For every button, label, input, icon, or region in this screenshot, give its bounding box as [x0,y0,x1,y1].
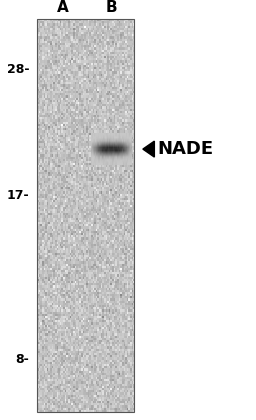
Text: B: B [105,0,117,15]
Text: A: A [57,0,68,15]
Text: 17-: 17- [7,189,29,202]
Bar [37,19,134,412]
Text: 28-: 28- [7,63,29,76]
Text: 8-: 8- [16,353,29,365]
Text: NADE: NADE [157,140,214,158]
Polygon shape [143,141,154,157]
